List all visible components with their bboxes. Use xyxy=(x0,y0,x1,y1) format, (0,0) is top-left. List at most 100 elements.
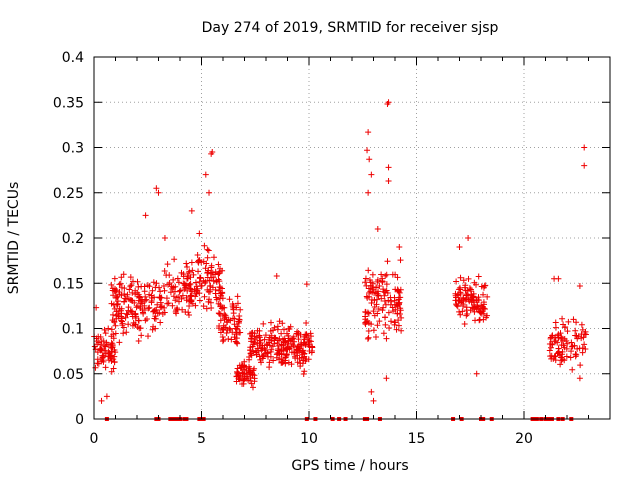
data-point xyxy=(263,342,270,349)
data-point xyxy=(290,343,297,350)
data-point xyxy=(362,279,369,286)
data-point xyxy=(460,277,467,284)
data-point xyxy=(126,286,133,293)
data-point xyxy=(185,282,192,289)
data-point xyxy=(125,304,132,311)
data-point xyxy=(209,149,216,156)
data-point xyxy=(118,292,125,299)
data-point xyxy=(217,265,224,272)
data-point xyxy=(467,307,474,314)
data-point xyxy=(259,353,266,360)
data-point xyxy=(133,304,140,311)
data-point xyxy=(378,271,385,278)
data-point xyxy=(116,339,123,346)
y-tick-label: 0 xyxy=(75,412,84,428)
data-point xyxy=(459,308,466,315)
data-point xyxy=(557,361,564,368)
data-point xyxy=(137,303,144,310)
data-point xyxy=(395,301,402,308)
data-point xyxy=(567,354,574,361)
data-point xyxy=(174,275,181,282)
data-point xyxy=(568,343,575,350)
data-point xyxy=(462,287,469,294)
data-point xyxy=(163,295,170,302)
data-point xyxy=(161,304,168,311)
data-point xyxy=(243,373,250,380)
data-point xyxy=(184,287,191,294)
data-point xyxy=(383,335,390,342)
data-point xyxy=(203,305,210,312)
data-point xyxy=(170,293,177,300)
data-point xyxy=(571,342,578,349)
data-point xyxy=(234,368,241,375)
data-point xyxy=(164,261,171,268)
data-point xyxy=(300,371,307,378)
data-point xyxy=(156,309,163,316)
data-point xyxy=(123,329,130,336)
data-point xyxy=(305,339,312,346)
data-point xyxy=(118,284,125,291)
data-point xyxy=(195,268,202,275)
data-point xyxy=(267,353,274,360)
data-point xyxy=(177,287,184,294)
data-point xyxy=(234,370,241,377)
data-point xyxy=(169,285,176,292)
data-point xyxy=(577,362,584,369)
data-point xyxy=(303,320,310,327)
data-point xyxy=(308,349,315,356)
data-point xyxy=(473,370,480,377)
data-point xyxy=(234,340,241,347)
data-point xyxy=(362,275,369,282)
data-point xyxy=(301,333,308,340)
data-point xyxy=(216,295,223,302)
data-point xyxy=(105,325,112,332)
data-point xyxy=(164,300,171,307)
data-point xyxy=(380,304,387,311)
data-point xyxy=(183,275,190,282)
data-point xyxy=(389,271,396,278)
data-point xyxy=(551,338,558,345)
y-tick-label: 0.35 xyxy=(53,95,84,111)
data-point xyxy=(152,315,159,322)
data-point xyxy=(369,289,376,296)
data-point xyxy=(268,332,275,339)
data-point xyxy=(116,281,123,288)
data-point xyxy=(154,301,161,308)
data-point xyxy=(475,273,482,280)
data-point xyxy=(97,347,104,354)
data-point xyxy=(368,388,375,395)
data-point xyxy=(297,341,304,348)
data-point xyxy=(564,328,571,335)
data-point xyxy=(554,339,561,346)
data-point xyxy=(558,357,565,364)
data-point xyxy=(131,299,138,306)
data-point xyxy=(94,360,101,367)
data-point xyxy=(139,296,146,303)
data-point xyxy=(99,357,106,364)
data-point xyxy=(138,332,145,339)
data-point xyxy=(555,275,562,282)
data-point xyxy=(247,330,254,337)
x-axis-label: GPS time / hours xyxy=(291,458,408,474)
data-point xyxy=(170,284,177,291)
data-point xyxy=(109,311,116,318)
data-point xyxy=(282,354,289,361)
data-point xyxy=(149,326,156,333)
data-point xyxy=(129,308,136,315)
data-point xyxy=(253,334,260,341)
data-point xyxy=(230,310,237,317)
data-point xyxy=(480,305,487,312)
data-point xyxy=(478,310,485,317)
data-point xyxy=(276,350,283,357)
data-point xyxy=(573,319,580,326)
data-point xyxy=(225,336,232,343)
data-point xyxy=(230,304,237,311)
data-point xyxy=(307,330,314,337)
data-point xyxy=(260,320,267,327)
data-point xyxy=(287,323,294,330)
data-point xyxy=(564,340,571,347)
data-point xyxy=(362,319,369,326)
data-point xyxy=(148,299,155,306)
data-point xyxy=(396,244,403,251)
data-point xyxy=(206,277,213,284)
